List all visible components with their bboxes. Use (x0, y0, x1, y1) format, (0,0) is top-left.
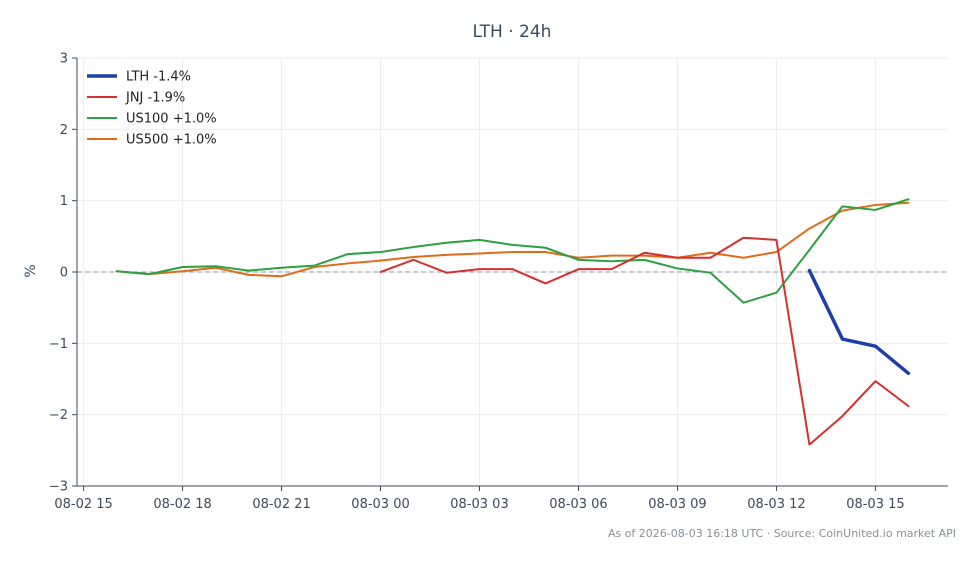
series-line-lth (807, 268, 911, 376)
y-tick-label: 1 (60, 194, 68, 209)
y-tick-label: 0 (60, 266, 68, 281)
series-line-jnj (379, 236, 910, 446)
series-line-us100 (115, 198, 910, 304)
y-axis-label: % (23, 264, 39, 277)
legend: LTH -1.4% JNJ -1.9% US100 +1.0% US500 +1.0% (87, 70, 217, 148)
x-tick-label: 08-03 03 (450, 497, 508, 512)
y-tick-label: −2 (49, 408, 68, 423)
x-tick-label: 08-02 18 (153, 497, 211, 512)
y-tick-label: −3 (49, 480, 68, 495)
x-tick-label: 08-03 15 (846, 497, 904, 512)
x-tick-label: 08-02 15 (54, 497, 112, 512)
y-tick-label: 3 (60, 52, 68, 67)
x-axis-ticks: 08-02 15 08-02 18 08-02 21 08-03 00 08-03 03… (54, 486, 905, 512)
legend-label-us500: US500 +1.0% (126, 133, 217, 148)
x-tick-label: 08-03 12 (747, 497, 805, 512)
y-axis-ticks: 3 2 1 0 −1 −2 −3 (49, 52, 77, 495)
legend-label-jnj: JNJ -1.9% (125, 91, 185, 106)
x-tick-label: 08-03 06 (549, 497, 607, 512)
y-tick-label: 2 (60, 123, 68, 138)
legend-label-lth: LTH -1.4% (126, 70, 191, 85)
x-tick-label: 08-03 00 (351, 497, 409, 512)
x-tick-label: 08-02 21 (252, 497, 310, 512)
footer-note: As of 2026-08-03 16:18 UTC · Source: Coi… (608, 527, 956, 540)
series-line-us500 (115, 201, 910, 278)
series-lines (115, 198, 911, 446)
x-tick-label: 08-03 09 (648, 497, 706, 512)
chart-title: LTH · 24h (473, 22, 552, 42)
y-tick-label: −1 (49, 337, 68, 352)
legend-label-us100: US100 +1.0% (126, 112, 217, 127)
